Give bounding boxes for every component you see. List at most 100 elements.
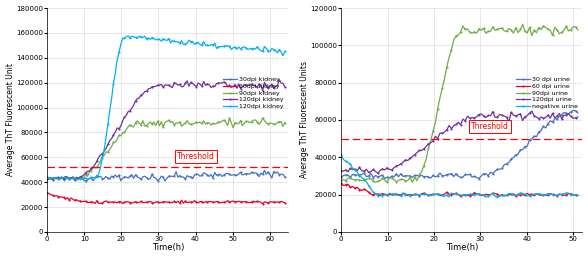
90dpi kidney bbox=[147, 120, 154, 124]
Line: 90dpi urine: 90dpi urine bbox=[340, 23, 579, 183]
60dpi kidney bbox=[281, 201, 288, 204]
60dpi kidney bbox=[145, 200, 152, 204]
90dpi kidney bbox=[281, 121, 288, 124]
30 dpi urine bbox=[455, 175, 462, 178]
30 dpi urine bbox=[574, 111, 582, 115]
Line: 60dpi kidney: 60dpi kidney bbox=[46, 192, 286, 205]
30 dpi urine bbox=[338, 176, 345, 179]
120dpi urine bbox=[528, 110, 535, 113]
Line: 90dpi kidney: 90dpi kidney bbox=[46, 117, 286, 181]
90dpi kidney bbox=[259, 116, 266, 119]
60 dpi urine bbox=[397, 193, 405, 196]
negative urine bbox=[567, 193, 574, 196]
Line: 120dpi urine: 120dpi urine bbox=[340, 110, 579, 174]
120dpi kidney bbox=[233, 48, 240, 51]
60 dpi urine bbox=[338, 182, 345, 185]
X-axis label: Time(h): Time(h) bbox=[446, 244, 478, 252]
60dpi kidney bbox=[108, 200, 115, 204]
30 dpi urine bbox=[567, 110, 574, 114]
Legend: 30 dpi urine, 60 dpi urine, 90dpi urine, 120dpi urine, negative urine: 30 dpi urine, 60 dpi urine, 90dpi urine,… bbox=[514, 76, 579, 110]
90dpi urine bbox=[558, 31, 565, 34]
60 dpi urine bbox=[455, 193, 462, 196]
120dpi kidney bbox=[220, 80, 228, 84]
90dpi urine bbox=[372, 181, 379, 184]
120dpi urine bbox=[338, 169, 345, 172]
120dpi urine bbox=[400, 160, 407, 164]
120dpi kidney bbox=[222, 44, 229, 47]
120dpi kidney bbox=[232, 83, 239, 86]
120dpi urine bbox=[345, 170, 352, 173]
120dpi kidney bbox=[171, 40, 178, 43]
120dpi kidney bbox=[110, 133, 117, 136]
120dpi kidney bbox=[73, 178, 80, 181]
negative urine bbox=[455, 193, 462, 196]
120dpi kidney bbox=[110, 82, 117, 85]
90dpi urine bbox=[570, 25, 577, 28]
30dpi kidney bbox=[202, 172, 209, 175]
120dpi urine bbox=[570, 117, 577, 120]
Line: 30 dpi urine: 30 dpi urine bbox=[340, 109, 579, 180]
60 dpi urine bbox=[556, 192, 563, 195]
120dpi urine bbox=[457, 123, 464, 126]
30 dpi urine bbox=[556, 115, 563, 118]
90dpi kidney bbox=[232, 121, 239, 124]
120dpi kidney bbox=[44, 176, 51, 179]
120dpi kidney bbox=[71, 179, 78, 182]
90dpi kidney bbox=[220, 119, 228, 122]
negative urine bbox=[397, 194, 405, 197]
30 dpi urine bbox=[406, 174, 413, 178]
Text: Threshold: Threshold bbox=[471, 122, 509, 131]
negative urine bbox=[556, 193, 563, 196]
30dpi kidney bbox=[220, 173, 228, 176]
90dpi urine bbox=[338, 179, 345, 182]
120dpi kidney bbox=[125, 34, 132, 37]
Text: Threshold: Threshold bbox=[177, 152, 215, 161]
30 dpi urine bbox=[345, 174, 352, 177]
60dpi kidney bbox=[219, 201, 226, 204]
60 dpi urine bbox=[457, 195, 464, 198]
30dpi kidney bbox=[145, 178, 152, 181]
negative urine bbox=[574, 194, 582, 197]
Line: 60 dpi urine: 60 dpi urine bbox=[340, 182, 579, 198]
120dpi kidney bbox=[276, 78, 283, 82]
60 dpi urine bbox=[406, 193, 413, 196]
Line: 30dpi kidney: 30dpi kidney bbox=[46, 169, 286, 182]
120dpi urine bbox=[409, 155, 416, 158]
60dpi kidney bbox=[259, 202, 266, 205]
90dpi urine bbox=[345, 177, 352, 180]
negative urine bbox=[338, 154, 345, 157]
Legend: 30dpi kidney, 60dpi kidney, 90dpi kidney, 120dpi kidney, 120dpi kidney: 30dpi kidney, 60dpi kidney, 90dpi kidney… bbox=[222, 76, 285, 110]
60dpi kidney bbox=[167, 201, 174, 204]
120dpi kidney bbox=[44, 177, 51, 180]
60dpi kidney bbox=[44, 191, 51, 194]
30dpi kidney bbox=[44, 178, 51, 181]
60 dpi urine bbox=[345, 183, 352, 186]
60 dpi urine bbox=[567, 192, 574, 195]
30dpi kidney bbox=[261, 169, 268, 172]
90dpi kidney bbox=[169, 120, 176, 123]
120dpi kidney bbox=[147, 87, 154, 90]
30dpi kidney bbox=[162, 180, 169, 183]
60dpi kidney bbox=[230, 199, 237, 203]
120dpi kidney bbox=[169, 86, 176, 89]
30dpi kidney bbox=[169, 175, 176, 178]
120dpi urine bbox=[558, 117, 565, 120]
negative urine bbox=[482, 196, 489, 199]
X-axis label: Time(h): Time(h) bbox=[152, 244, 184, 252]
90dpi kidney bbox=[56, 178, 64, 181]
120dpi kidney bbox=[281, 85, 288, 88]
30dpi kidney bbox=[108, 175, 115, 178]
30 dpi urine bbox=[397, 172, 405, 175]
90dpi urine bbox=[574, 28, 582, 31]
120dpi kidney bbox=[204, 44, 211, 47]
90dpi kidney bbox=[110, 141, 117, 144]
Y-axis label: Average ThT Fluorescent Unit: Average ThT Fluorescent Unit bbox=[5, 63, 15, 176]
Y-axis label: Average ThT Fluorescent Units: Average ThT Fluorescent Units bbox=[299, 61, 309, 179]
60dpi kidney bbox=[200, 201, 207, 204]
negative urine bbox=[406, 194, 413, 197]
60 dpi urine bbox=[574, 194, 582, 197]
90dpi urine bbox=[409, 181, 416, 184]
120dpi kidney bbox=[202, 84, 209, 87]
Line: 120dpi kidney: 120dpi kidney bbox=[46, 79, 286, 181]
120dpi urine bbox=[375, 172, 382, 175]
